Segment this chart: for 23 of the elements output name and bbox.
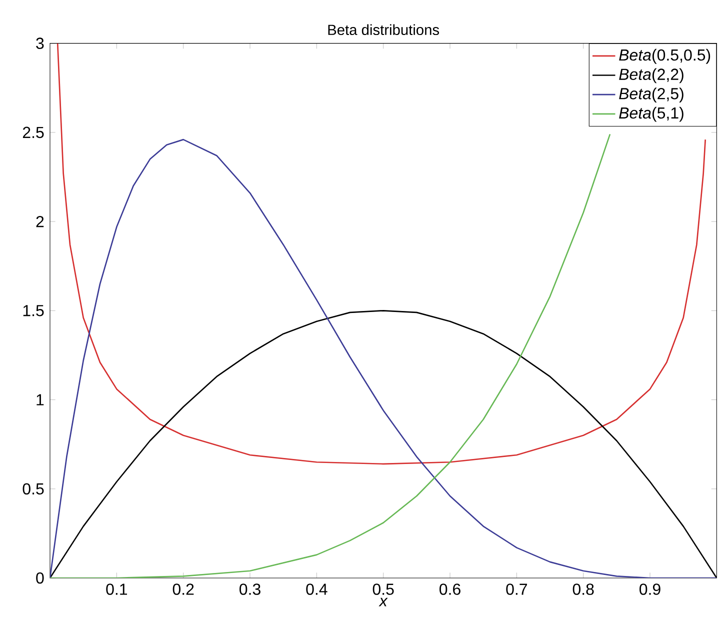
chart-title: Beta distributions — [328, 24, 440, 36]
x-tick-label: 0.8 — [572, 584, 594, 595]
legend-label: Beta(2,2) — [619, 68, 684, 84]
y-tick-label: 3 — [36, 38, 44, 49]
x-tick-label: 0.6 — [440, 584, 460, 595]
y-tick-label: 2 — [36, 216, 44, 228]
legend-label: Beta(2,5) — [619, 88, 684, 102]
legend-label: Beta(0.5,0.5) — [619, 48, 710, 64]
legend-label: Beta(5,1) — [619, 106, 684, 122]
line-series — [50, 134, 611, 578]
x-tick-label: 0.3 — [240, 584, 260, 595]
x-tick-label: 0.5 — [372, 584, 394, 595]
x-tick-label: 0.4 — [306, 584, 328, 595]
x-tick-label: 0.1 — [106, 584, 128, 595]
y-tick-label: 0.5 — [22, 483, 44, 495]
y-tick-label: 1 — [36, 394, 44, 406]
x-tick-label: 0.2 — [172, 584, 194, 595]
y-tick-label: 2.5 — [22, 126, 44, 138]
x-tick-label: 0.7 — [506, 584, 527, 595]
x-axis-title: x — [378, 598, 388, 606]
y-tick-label: 1.5 — [23, 305, 44, 316]
y-tick-label: 0 — [36, 572, 44, 584]
x-tick-label: 0.9 — [640, 584, 660, 595]
